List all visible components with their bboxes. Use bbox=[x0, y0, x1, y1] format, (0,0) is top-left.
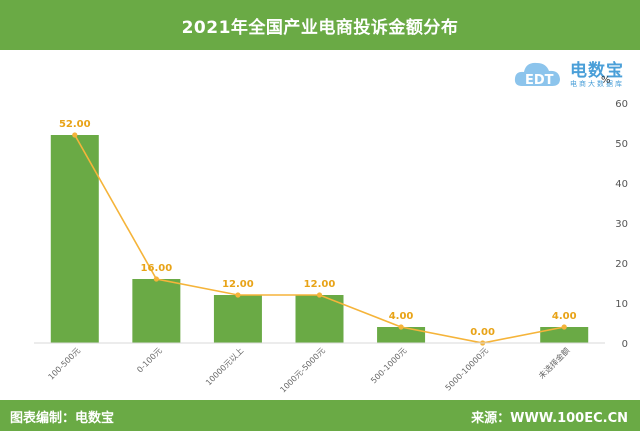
bar bbox=[213, 295, 262, 343]
x-tick-label: 未选择金额 bbox=[536, 345, 571, 380]
x-tick-label: 100-500元 bbox=[47, 346, 83, 382]
data-label: 0.00 bbox=[470, 327, 495, 338]
y-tick-label: 40 bbox=[615, 179, 628, 190]
logo-brand: 电数宝 bbox=[570, 61, 624, 81]
y-tick-label: 0 bbox=[622, 339, 628, 350]
x-tick-label: 500-1000元 bbox=[369, 346, 408, 385]
line-point bbox=[561, 324, 567, 330]
x-tick-label: 5000-10000元 bbox=[444, 346, 490, 392]
line-point bbox=[153, 276, 159, 282]
bar bbox=[132, 279, 181, 343]
line-point bbox=[398, 324, 404, 330]
y-axis-unit: % bbox=[601, 75, 611, 86]
y-tick-label: 30 bbox=[615, 219, 628, 230]
line-point bbox=[235, 292, 241, 298]
bar bbox=[50, 135, 99, 343]
chart-header: 2021年全国产业电商投诉金额分布 bbox=[0, 0, 640, 50]
bar bbox=[377, 327, 426, 343]
data-label: 4.00 bbox=[389, 311, 414, 322]
bar-line-chart: 52.00 16.00 12.00 12.00 4.00 0.00 4.00 0 10 20 30… bbox=[34, 99, 628, 395]
y-tick-label: 60 bbox=[615, 99, 628, 110]
data-label: 4.00 bbox=[552, 311, 577, 322]
data-label: 12.00 bbox=[304, 279, 336, 290]
footer-credit: 图表编制：电数宝 bbox=[10, 411, 115, 426]
logo-icon-text: EDT bbox=[525, 73, 554, 88]
y-tick-label: 50 bbox=[615, 139, 628, 150]
x-tick-label: 0-100元 bbox=[135, 346, 163, 374]
x-tick-label: 10000元以上 bbox=[204, 346, 245, 387]
cloud-icon: EDT bbox=[514, 62, 560, 88]
footer-source: 来源：WWW.100EC.CN bbox=[471, 411, 628, 426]
data-label: 16.00 bbox=[141, 263, 173, 274]
logo-slogan: 电商大数据库 bbox=[570, 80, 624, 88]
line-point bbox=[316, 292, 323, 298]
y-tick-label: 20 bbox=[615, 259, 628, 270]
brand-logo: EDT 电数宝 电商大数据库 bbox=[512, 54, 636, 94]
chart-footer: 图表编制：电数宝 来源：WWW.100EC.CN bbox=[0, 400, 640, 431]
x-tick-label: 1000元-5000元 bbox=[278, 346, 327, 395]
chart-title: 2021年全国产业电商投诉金额分布 bbox=[181, 17, 459, 38]
y-tick-label: 10 bbox=[615, 299, 628, 310]
data-label: 52.00 bbox=[59, 119, 91, 130]
data-label: 12.00 bbox=[222, 279, 254, 290]
line-point bbox=[72, 132, 78, 138]
bar bbox=[540, 327, 589, 343]
bar bbox=[295, 295, 344, 343]
